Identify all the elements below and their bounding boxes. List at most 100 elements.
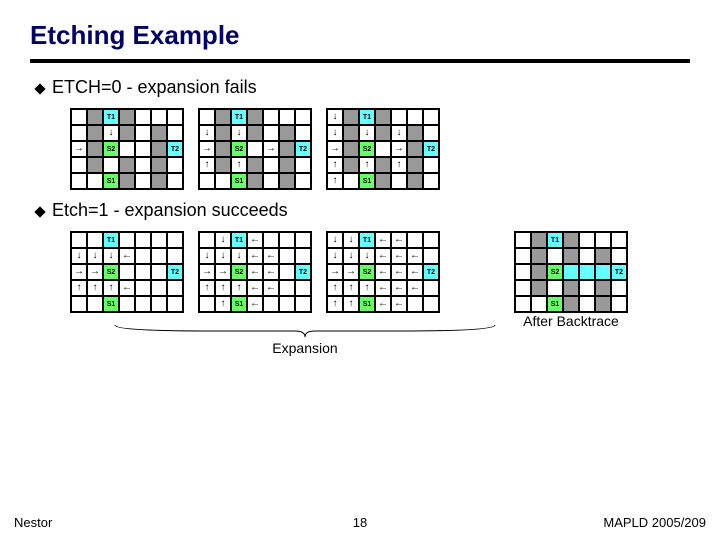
grid-cell: T2 (295, 264, 311, 280)
arrow-icon: ↓ (333, 235, 338, 245)
grid-cell: ↓ (343, 248, 359, 264)
grid-cell: ← (391, 280, 407, 296)
grid-cell: ↓ (87, 248, 103, 264)
arrow-icon: → (330, 267, 340, 277)
grid-cell: ← (375, 248, 391, 264)
grid-cell (579, 232, 595, 248)
grid-cell: ← (263, 264, 279, 280)
grid-cell: ← (247, 248, 263, 264)
grid-cell (423, 296, 439, 312)
grid-cell: ↓ (103, 248, 119, 264)
grid-cell (563, 296, 579, 312)
arrow-icon: ↓ (205, 251, 210, 261)
arrow-icon: ← (266, 251, 276, 261)
grid-cell (167, 296, 183, 312)
grid-cell: S2 (359, 264, 375, 280)
grid-cell: ↑ (215, 296, 231, 312)
arrow-icon: ← (378, 283, 388, 293)
grid-cell: ← (263, 280, 279, 296)
grid-cell: S2 (103, 264, 119, 280)
grid-cell: S2 (231, 264, 247, 280)
grid-cell (135, 125, 151, 141)
grid-cell (263, 157, 279, 173)
grid-cell (199, 296, 215, 312)
grid-cell (247, 125, 263, 141)
grid-cell: ↑ (215, 280, 231, 296)
grid-cell: → (71, 264, 87, 280)
grid: T1↓→S2T2S1 (70, 108, 184, 190)
grid-cell (295, 232, 311, 248)
grid-cell (295, 109, 311, 125)
arrow-icon: → (74, 144, 84, 154)
grid-cell: ↓ (71, 248, 87, 264)
grid-cell (135, 141, 151, 157)
arrow-icon: ↓ (221, 251, 226, 261)
arrow-icon: ↓ (109, 251, 114, 261)
grid-cell (515, 296, 531, 312)
grid-cell (423, 248, 439, 264)
grid-cell (151, 248, 167, 264)
grid-cell: ← (119, 248, 135, 264)
grid-cell: S2 (547, 264, 563, 280)
grid-cell: T1 (359, 232, 375, 248)
grid-cell: S1 (231, 173, 247, 189)
grid-cell (135, 157, 151, 173)
grid-cell: ↑ (199, 280, 215, 296)
grid-cell (407, 125, 423, 141)
grid-cell (167, 157, 183, 173)
arrow-icon: → (394, 144, 404, 154)
grid: ↓T1←↓↓↓←←→→S2←←T2↑↑↑←←↑S1← (198, 231, 312, 313)
grid-cell (71, 157, 87, 173)
grid-cell (247, 173, 263, 189)
grid-cell: ← (247, 280, 263, 296)
arrow-icon: ↑ (349, 299, 354, 309)
grid-cell (407, 141, 423, 157)
grid-cell (167, 232, 183, 248)
expansion-label: Expansion (110, 340, 500, 356)
grid-cell (151, 125, 167, 141)
grid-cell: ↓ (391, 125, 407, 141)
grid-cell: → (327, 141, 343, 157)
grid-cell: ← (375, 296, 391, 312)
arrow-icon: ↑ (93, 283, 98, 293)
grid: T1S2T2S1 (514, 231, 628, 313)
grid-cell: ← (391, 264, 407, 280)
grid-cell (343, 109, 359, 125)
grid-cell: T1 (231, 109, 247, 125)
arrow-icon: ↑ (237, 283, 242, 293)
grid-cell (407, 157, 423, 173)
arrow-icon: ← (250, 235, 260, 245)
grid-cell (595, 296, 611, 312)
grid-cell (563, 264, 579, 280)
grid-cell (563, 280, 579, 296)
grid-cell: ← (263, 248, 279, 264)
grid-cell (279, 264, 295, 280)
bullet-1: ETCH=0 - expansion fails (36, 77, 690, 98)
grid-cell: → (71, 141, 87, 157)
grid-cell (279, 280, 295, 296)
grid-cell (279, 109, 295, 125)
grid-cell (151, 264, 167, 280)
grid-cell: ↑ (103, 280, 119, 296)
grid-cell: ↑ (359, 157, 375, 173)
arrow-icon: ← (266, 283, 276, 293)
grid-cell (579, 296, 595, 312)
grid-cell: S1 (547, 296, 563, 312)
grid-cell (215, 141, 231, 157)
grid-cell: → (263, 141, 279, 157)
grid-cell: ↓ (215, 248, 231, 264)
arrow-icon: ← (394, 283, 404, 293)
grid-cell (375, 157, 391, 173)
grid-cell (151, 232, 167, 248)
grid-cell (135, 173, 151, 189)
grid-cell (611, 248, 627, 264)
grid-cell (215, 157, 231, 173)
grid-cell (263, 296, 279, 312)
grid-cell: S1 (359, 173, 375, 189)
grid-cell: T2 (167, 264, 183, 280)
grid-cell (103, 157, 119, 173)
grid-cell (515, 264, 531, 280)
grid-cell (375, 141, 391, 157)
grid-cell: T1 (103, 232, 119, 248)
after-backtrace-label: After Backtrace (514, 313, 628, 329)
